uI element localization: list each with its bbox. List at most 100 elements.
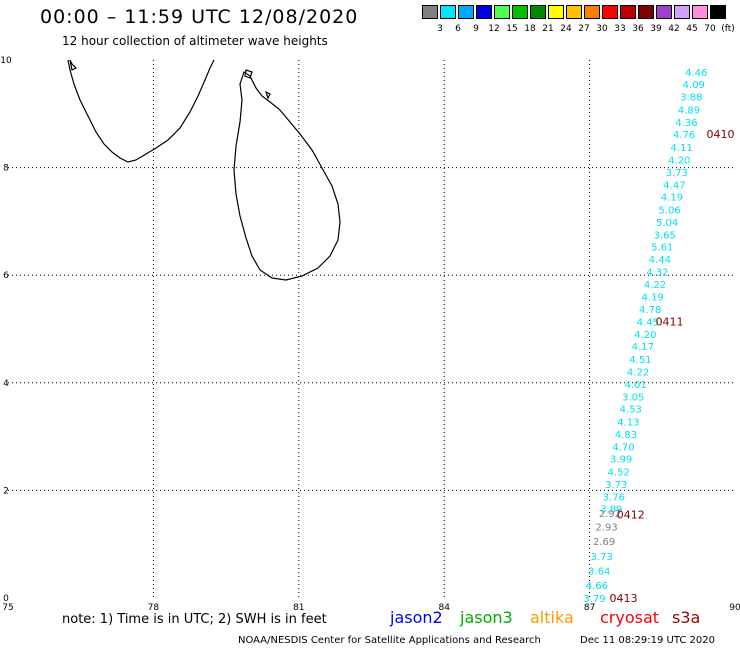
legend-label: 39 <box>650 24 662 34</box>
page-title: 00:00 – 11:59 UTC 12/08/2020 <box>40 6 359 28</box>
y-tick-label: 8 <box>3 164 9 174</box>
legend-swatch <box>638 5 654 19</box>
legend-swatch <box>458 5 474 19</box>
timestamp-text: Dec 11 08:29:19 UTC 2020 <box>580 635 715 646</box>
legend-swatch <box>530 5 546 19</box>
swh-value-label: 4.46 <box>685 68 707 79</box>
swh-value-label: 3.76 <box>603 492 625 503</box>
swh-value-label: 4.47 <box>663 180 685 191</box>
swh-value-label: 4.19 <box>641 293 663 304</box>
swh-value-label: 4.76 <box>673 130 695 141</box>
legend-swatch <box>692 5 708 19</box>
swh-value-label: 4.01 <box>625 380 647 391</box>
island-3 <box>264 90 271 100</box>
legend-swatch <box>548 5 564 19</box>
swh-value-label: 3.05 <box>622 392 644 403</box>
swh-value-label: 3.73 <box>605 480 627 491</box>
x-tick-label: 87 <box>584 603 595 610</box>
legend-swatch <box>476 5 492 19</box>
satellite-label-altika: altika <box>530 608 574 627</box>
swh-value-label: 4.83 <box>615 430 637 441</box>
swh-value-label: 4.70 <box>612 442 634 453</box>
legend-swatch <box>422 5 438 19</box>
swh-value-label: 3.88 <box>680 93 702 104</box>
legend-label: 15 <box>506 24 518 34</box>
legend-label: 33 <box>614 24 626 34</box>
swh-value-label: 2.92 <box>599 509 621 520</box>
x-tick-label: 90 <box>729 603 740 610</box>
legend-swatch <box>674 5 690 19</box>
satellite-label-s3a: s3a <box>672 608 701 627</box>
x-tick-label: 84 <box>438 603 450 610</box>
swh-value-label: 4.17 <box>632 342 654 353</box>
swh-value-label: 4.32 <box>646 267 668 278</box>
island-2 <box>244 69 253 79</box>
swh-value-label: 4.51 <box>629 355 651 366</box>
legend-swatch <box>620 5 636 19</box>
legend-label: (ft) <box>721 24 735 34</box>
legend-swatch <box>440 5 456 19</box>
y-tick-label: 2 <box>3 486 9 496</box>
legend-label: 70 <box>704 24 716 34</box>
legend-label: 42 <box>668 24 680 34</box>
swh-value-label: 4.20 <box>634 330 656 341</box>
swh-value-label: 4.44 <box>649 255 671 266</box>
time-label: 0413 <box>610 592 638 605</box>
swh-value-label: 4.53 <box>620 405 642 416</box>
legend-label: 6 <box>455 24 461 34</box>
y-tick-labels: 0 2 4 6 8 10 <box>0 56 12 604</box>
swh-value-label: 4.20 <box>668 156 690 167</box>
y-tick-label: 10 <box>0 56 12 66</box>
swh-value-label: 4.13 <box>617 418 639 429</box>
legend-label: 3 <box>437 24 443 34</box>
swh-value-label: 4.36 <box>675 118 697 129</box>
note-text: note: 1) Time is in UTC; 2) SWH is in fe… <box>62 612 327 627</box>
swh-value-label: 5.06 <box>658 206 680 217</box>
sri-lanka-coastline <box>233 71 341 281</box>
x-tick-label: 81 <box>293 603 304 610</box>
grid-lines <box>8 60 735 598</box>
time-label: 0412 <box>617 509 645 522</box>
swh-value-label: 3.79 <box>583 594 605 605</box>
swh-value-label: 4.19 <box>661 193 683 204</box>
swh-values: 4.464.093.884.894.364.764.114.203.734.47… <box>583 68 707 605</box>
swh-value-label: 4.78 <box>639 305 661 316</box>
time-label: 0411 <box>656 315 684 328</box>
time-labels: 0410 0411 0412 0413 <box>610 128 735 605</box>
swh-value-label: 4.22 <box>627 368 649 379</box>
swh-value-label: 3.65 <box>654 230 676 241</box>
satellite-label-cryosat: cryosat <box>600 608 660 627</box>
swh-value-label: 4.22 <box>644 280 666 291</box>
legend-label: 18 <box>524 24 536 34</box>
legend-swatch <box>602 5 618 19</box>
time-label: 0410 <box>706 128 734 141</box>
swh-value-label: 4.11 <box>671 143 693 154</box>
coastline <box>67 59 341 281</box>
swh-value-label: 4.66 <box>586 581 608 592</box>
legend-label: 36 <box>632 24 644 34</box>
legend-label: 21 <box>542 24 554 34</box>
x-tick-labels: 75 78 81 84 87 90 <box>2 603 740 610</box>
legend-label: 12 <box>488 24 500 34</box>
legend-swatch <box>512 5 528 19</box>
swh-value-label: 3.73 <box>666 168 688 179</box>
swh-value-label: 5.04 <box>656 218 678 229</box>
swh-value-label: 3.73 <box>591 552 613 563</box>
legend-label: 24 <box>560 24 572 34</box>
swh-value-label: 2.93 <box>595 522 617 533</box>
swh-value-label: 3.64 <box>588 567 610 578</box>
x-tick-label: 75 <box>2 603 13 610</box>
legend-label: 27 <box>578 24 590 34</box>
x-tick-label: 78 <box>148 603 160 610</box>
swh-value-label: 2.69 <box>593 537 615 548</box>
swh-value-label: 4.09 <box>683 80 705 91</box>
swh-value-label: 3.89 <box>600 505 622 516</box>
y-tick-label: 6 <box>3 271 9 281</box>
india-coastline <box>67 59 215 163</box>
swh-value-label: 4.52 <box>608 468 630 479</box>
swh-value-label: 4.45 <box>637 317 659 328</box>
legend-swatch <box>584 5 600 19</box>
legend-swatch <box>566 5 582 19</box>
legend-swatch <box>656 5 672 19</box>
swh-value-label: 3.99 <box>610 455 632 466</box>
